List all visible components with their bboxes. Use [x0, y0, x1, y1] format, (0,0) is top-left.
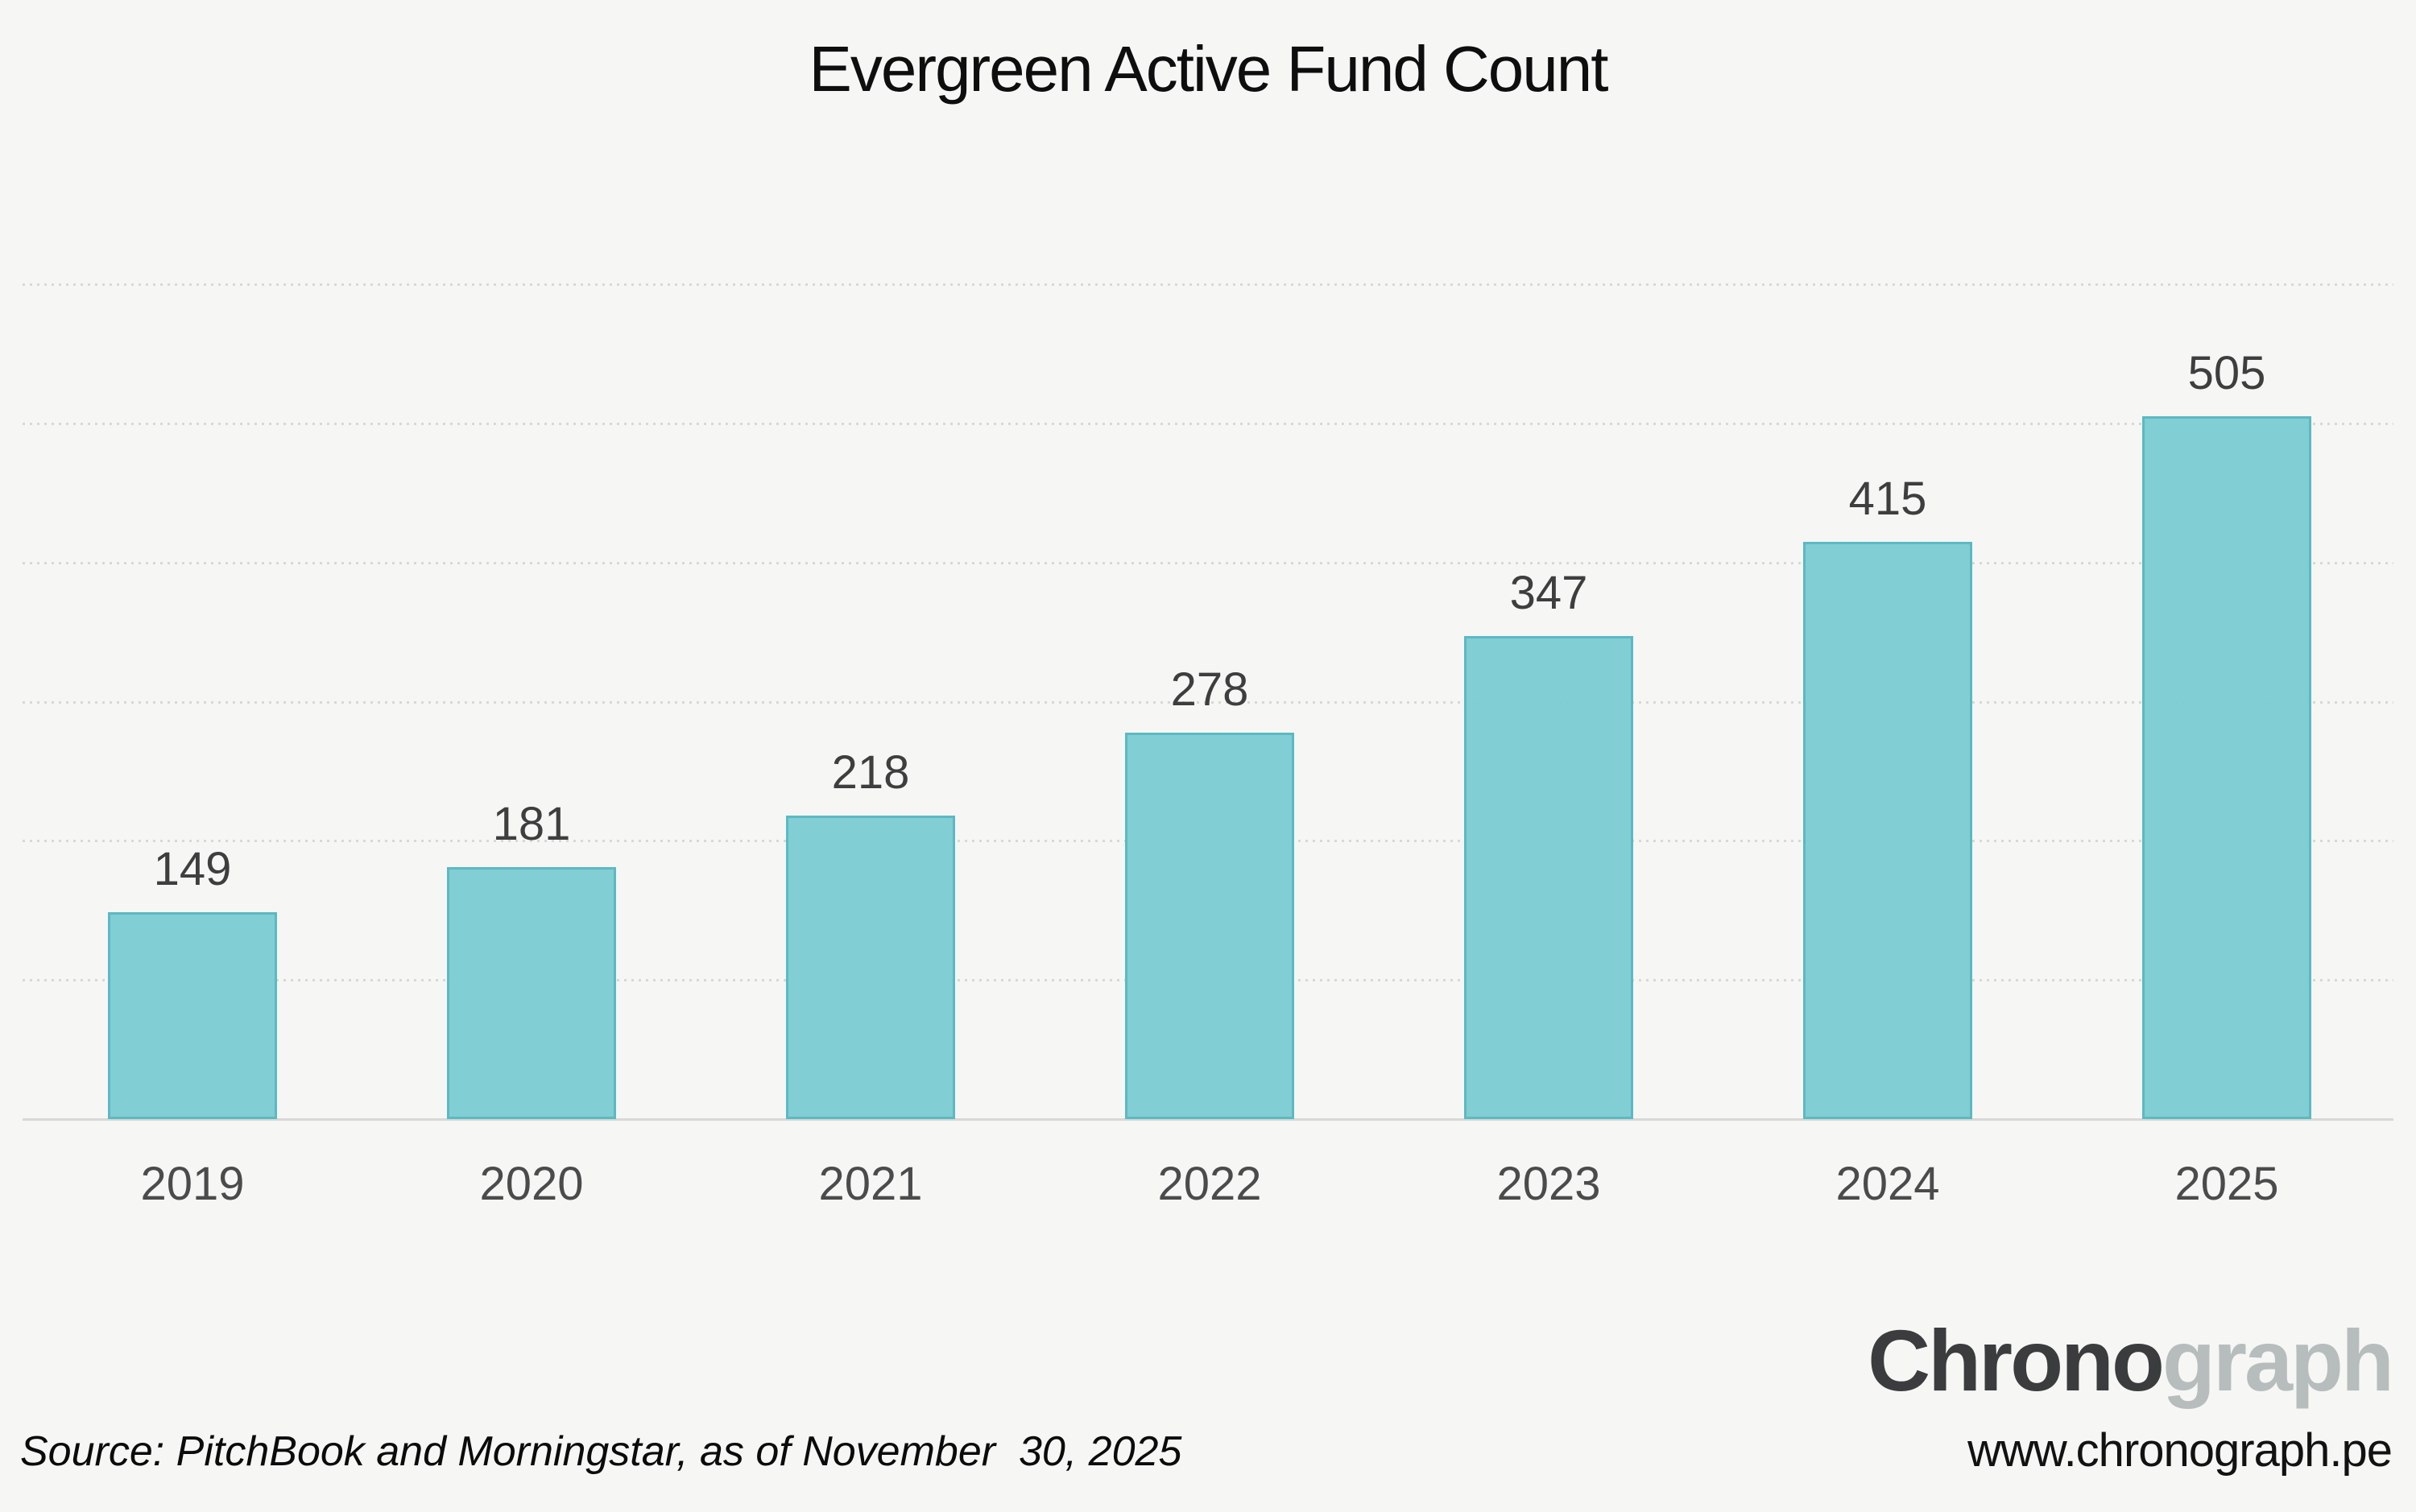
gridline	[23, 561, 2393, 564]
gridline	[23, 423, 2393, 425]
x-axis-tick-label: 2020	[479, 1158, 584, 1210]
chronograph-logo: Chronograph	[1868, 1316, 2394, 1406]
chart-title: Evergreen Active Fund Count	[809, 33, 1608, 105]
bar	[786, 816, 955, 1119]
x-axis-tick-label: 2021	[818, 1158, 923, 1210]
logo-text-primary: Chrono	[1868, 1312, 2165, 1409]
bar	[108, 912, 277, 1119]
bar-value-label: 415	[1848, 473, 1927, 525]
bar	[2142, 416, 2311, 1119]
bar-value-label: 347	[1509, 567, 1588, 619]
bar	[1803, 542, 1972, 1119]
x-axis-tick-label: 2022	[1157, 1158, 1262, 1210]
bar	[447, 867, 616, 1119]
logo-url: www.chronograph.pe	[1967, 1424, 2393, 1477]
gridline	[23, 283, 2393, 287]
gridline	[23, 700, 2393, 704]
x-axis-tick-label: 2019	[140, 1158, 245, 1210]
bar	[1125, 733, 1294, 1119]
bar-value-label: 218	[831, 746, 910, 799]
x-axis-tick-label: 2024	[1835, 1158, 1940, 1210]
bar-value-label: 505	[2187, 347, 2266, 399]
x-axis-line	[23, 1118, 2393, 1121]
logo-text-secondary: graph	[2162, 1312, 2394, 1409]
source-note: Source: PitchBook and Morningstar, as of…	[20, 1428, 1182, 1475]
bar	[1464, 636, 1633, 1119]
x-axis-tick-label: 2023	[1496, 1158, 1601, 1210]
bar-value-label: 278	[1170, 663, 1249, 716]
bar-value-label: 181	[492, 798, 571, 850]
bar-value-label: 149	[153, 843, 232, 895]
x-axis-tick-label: 2025	[2174, 1158, 2279, 1210]
